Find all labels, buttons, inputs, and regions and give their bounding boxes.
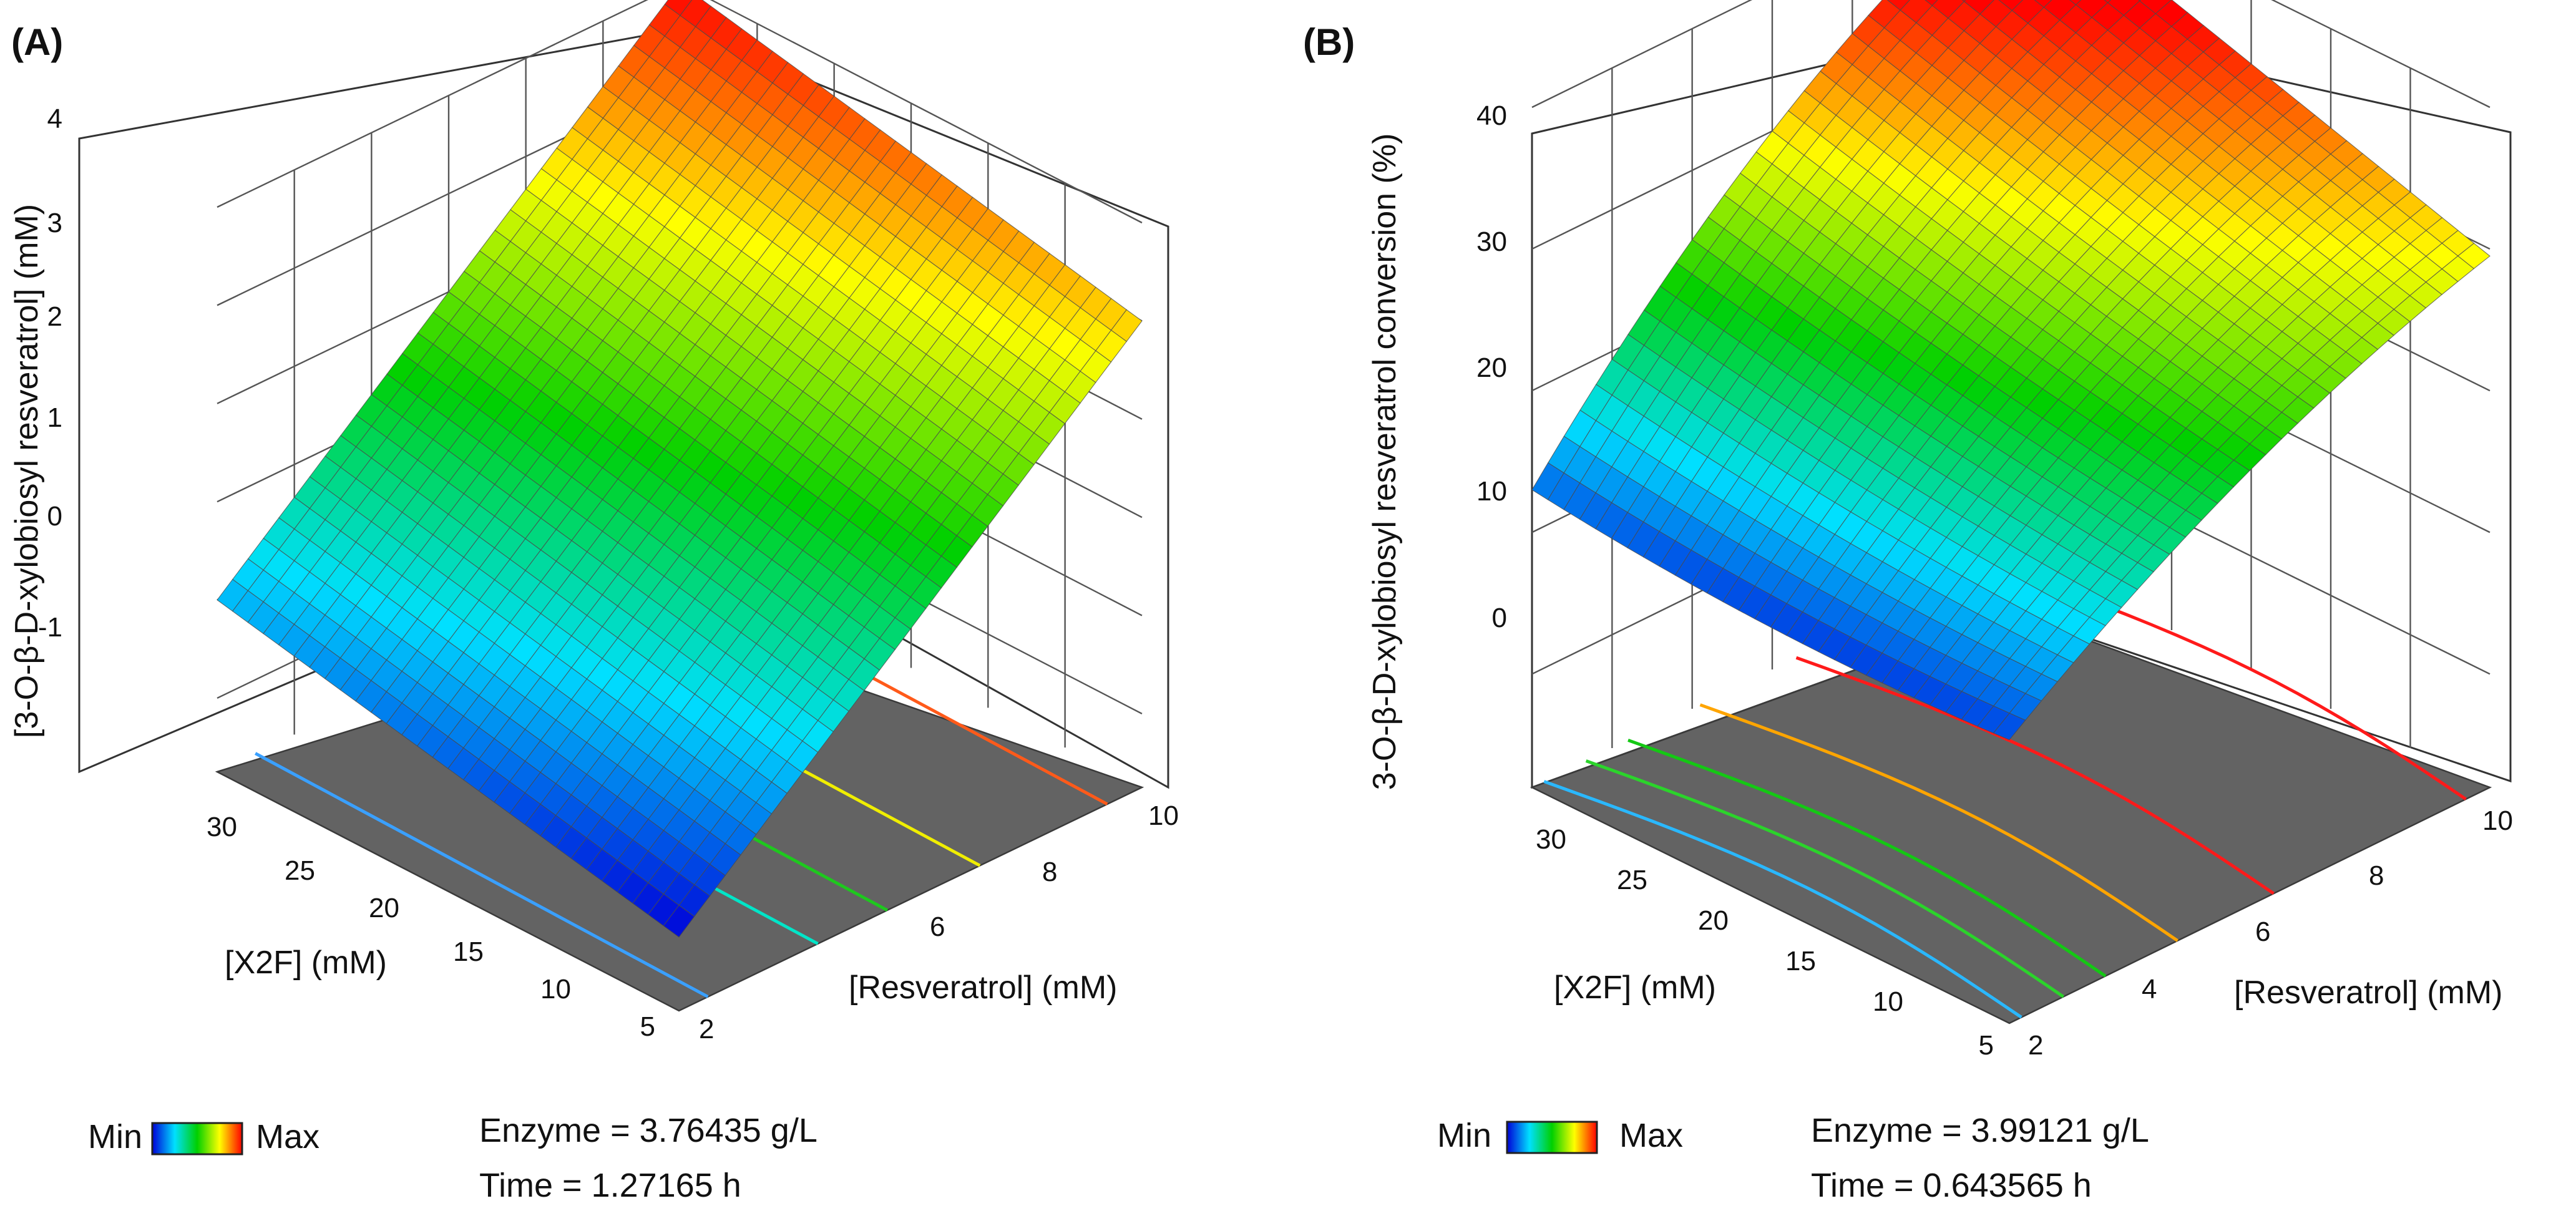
contour-line (1543, 780, 2022, 1019)
chart-a: (A) -1 0 1 2 3 4 5 10 15 20 25 30 2 6 (9, 0, 1179, 1204)
chart-a-x-tick: 6 (930, 912, 945, 942)
chart-b-y-axis-label: [X2F] (mM) (1554, 970, 1716, 1006)
chart-b-condition-time: Time = 0.643565 h (1811, 1167, 2092, 1204)
chart-b-y-ticks: 5 10 15 20 25 30 (1536, 824, 1994, 1061)
chart-a-x-tick: 2 (699, 1014, 714, 1044)
chart-b-z-axis-label: 3-O-β-D-xylobiosyl resveratrol conversio… (1367, 134, 1403, 790)
contour-line (1627, 739, 2107, 978)
chart-b-condition-enzyme: Enzyme = 3.99121 g/L (1811, 1112, 2149, 1149)
chart-b-legend-max: Max (1619, 1117, 1683, 1154)
chart-b-colorbar (1506, 1121, 1598, 1154)
chart-b-contour-lines (1543, 562, 2467, 1019)
chart-b-z-tick: 20 (1476, 353, 1507, 383)
contour-line (255, 752, 709, 998)
chart-a-condition-time: Time = 1.27165 h (479, 1167, 741, 1204)
chart-a-z-tick: 4 (47, 104, 62, 134)
chart-a-x-axis-label: [Resveratrol] (mM) (849, 970, 1117, 1006)
chart-b-z-tick: 30 (1476, 226, 1507, 257)
surface-cell (1925, 0, 1938, 6)
chart-b-surface (1531, 0, 2491, 741)
chart-b-y-tick: 30 (1536, 824, 1566, 855)
chart-a-y-ticks: 5 10 15 20 25 30 (207, 812, 655, 1042)
chart-a-y-tick: 25 (285, 855, 315, 886)
surface-cell (2104, 0, 2112, 4)
chart-a-z-tick: -1 (38, 612, 62, 643)
chart-a-y-tick: 30 (207, 812, 237, 842)
surface-cell (2069, 0, 2082, 6)
chart-a-z-tick: 2 (47, 301, 62, 332)
chart-b-x-ticks: 2 4 6 8 10 (2028, 805, 2513, 1061)
surface-cell (2034, 0, 2052, 8)
chart-b-z-tick: 10 (1476, 476, 1507, 507)
chart-a-y-tick: 5 (640, 1011, 655, 1042)
chart-a-x-tick: 8 (1042, 857, 1057, 887)
chart-a-condition-enzyme: Enzyme = 3.76435 g/L (479, 1112, 817, 1149)
chart-a-z-tick: 1 (47, 402, 62, 433)
chart-b-y-tick: 5 (1979, 1030, 1994, 1061)
chart-b-floor (1530, 611, 2492, 1024)
chart-b-y-tick: 25 (1617, 865, 1647, 895)
contour-line (1699, 703, 2178, 942)
chart-a-legend-max: Max (256, 1118, 320, 1155)
panel-a-label: (A) (11, 21, 63, 63)
chart-b-y-tick: 15 (1785, 946, 1816, 976)
chart-a-y-tick: 10 (540, 974, 571, 1005)
chart-a-z-axis-label: [3-O-β-D-xylobiosyl resveratrol] (mM) (9, 204, 45, 738)
chart-b-legend: Min Max (1437, 1117, 1683, 1154)
chart-a-z-ticks: -1 0 1 2 3 4 (38, 104, 62, 643)
chart-b-z-ticks: 0 10 20 30 40 (1476, 100, 1507, 633)
contour-line (1795, 656, 2275, 895)
chart-b-y-tick: 20 (1698, 905, 1729, 936)
chart-b-z-tick: 0 (1492, 603, 1507, 633)
chart-b-x-tick: 10 (2482, 805, 2513, 836)
surface-cell (1993, 713, 2026, 741)
contour-line (1585, 759, 2065, 998)
chart-a-y-axis-label: [X2F] (mM) (225, 945, 387, 981)
chart-a-legend: Min Max (88, 1118, 320, 1155)
chart-b-legend-min: Min (1437, 1117, 1491, 1154)
chart-a-legend-min: Min (88, 1118, 142, 1155)
chart-a-x-ticks: 2 6 8 10 (699, 800, 1179, 1044)
chart-b-x-tick: 4 (2142, 974, 2157, 1005)
chart-b-x-tick: 6 (2255, 917, 2270, 947)
chart-a-z-tick: 3 (47, 208, 62, 238)
chart-b-x-tick: 8 (2369, 860, 2384, 891)
surface-cell (663, 905, 695, 938)
panel-b-label: (B) (1303, 21, 1355, 63)
chart-a-colorbar (151, 1122, 243, 1155)
chart-b-y-tick: 10 (1873, 986, 1903, 1017)
chart-a-surface (217, 0, 1143, 938)
chart-a-x-tick: 10 (1148, 800, 1179, 831)
chart-a-y-tick: 20 (369, 893, 399, 923)
chart-b-x-tick: 2 (2028, 1030, 2043, 1061)
chart-b: (B) 0 10 20 30 40 5 10 15 20 25 30 2 4 6 (1303, 0, 2513, 1204)
chart-b-z-tick: 40 (1476, 100, 1507, 131)
chart-a-z-tick: 0 (47, 501, 62, 532)
chart-a-y-tick: 15 (453, 936, 484, 967)
chart-b-x-axis-label: [Resveratrol] (mM) (2234, 975, 2502, 1011)
